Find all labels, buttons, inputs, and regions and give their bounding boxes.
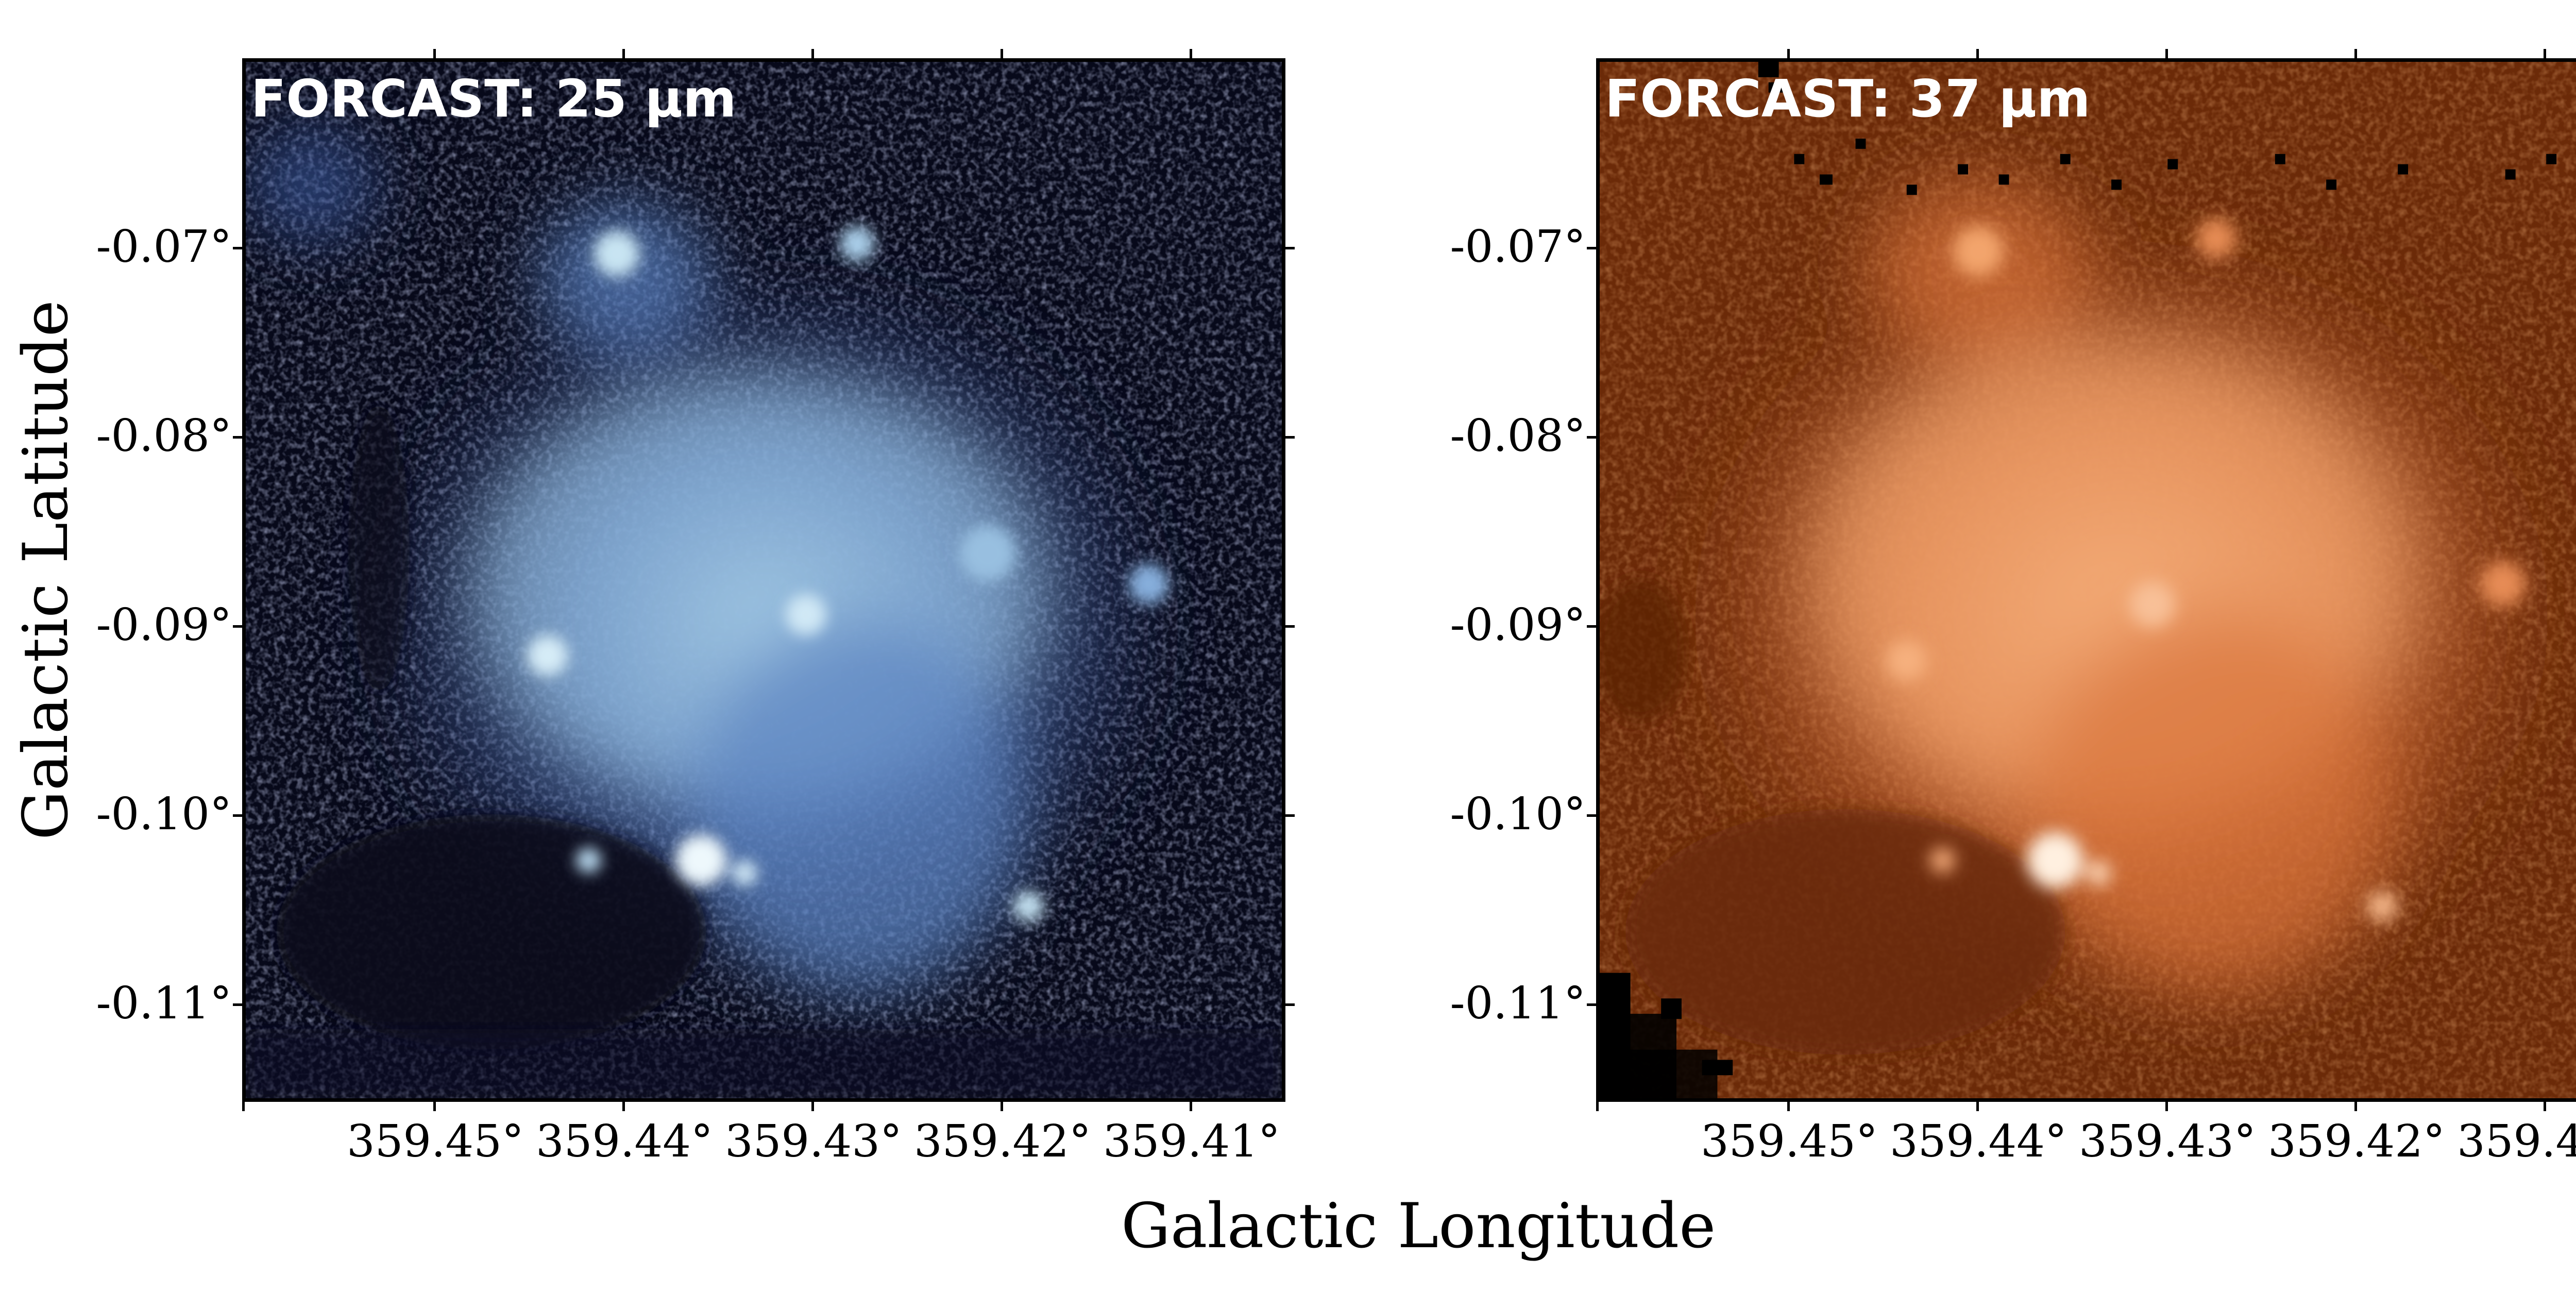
panel-25um-image: FORCAST: 25 μm [242,58,1285,1102]
x-tick-mark [2544,49,2546,58]
x-tick-mark [1001,1102,1003,1111]
y-tick-mark [233,436,242,439]
x-tick-mark [433,1102,436,1111]
x-tick-label: 359.41° [1103,1116,1280,1167]
y-axis-title: Galactic Latitude [10,300,82,840]
x-tick-mark [1787,1102,1790,1111]
x-tick-mark [622,1102,625,1111]
x-tick-label: 359.43° [725,1116,902,1167]
y-tick-mark [233,625,242,628]
x-tick-mark [242,1102,245,1111]
x-tick-label: 359.44° [536,1116,713,1167]
y-tick-mark [1587,814,1596,817]
y-tick-mark [1587,1003,1596,1006]
x-tick-mark [1596,1102,1599,1111]
x-tick-mark [1001,49,1003,58]
y-tick-label: -0.10° [1450,789,1586,840]
masked-pixels-top [1758,62,2557,195]
y-tick-mark [1285,247,1295,249]
y-tick-mark [1285,436,1295,439]
y-tick-label: -0.07° [1450,221,1586,273]
x-tick-mark [1787,49,1790,58]
x-tick-mark [1976,1102,1979,1111]
x-axis-title: Galactic Longitude [1121,1191,1716,1262]
x-tick-label: 359.42° [2268,1116,2445,1167]
x-tick-label: 359.45° [1701,1116,1878,1167]
y-tick-label: -0.10° [96,789,232,840]
x-tick-mark [2354,49,2357,58]
panel-title: FORCAST: 37 μm [1605,69,2091,129]
x-tick-mark [811,49,814,58]
x-tick-mark [433,49,436,58]
y-tick-mark [233,1003,242,1006]
panel-title: FORCAST: 25 μm [251,69,737,129]
y-tick-mark [1285,1003,1295,1006]
x-tick-mark [1190,49,1192,58]
x-tick-mark [2165,49,2168,58]
y-tick-mark [1285,814,1295,817]
x-tick-label: 359.44° [1890,1116,2067,1167]
x-tick-mark [2354,1102,2357,1111]
x-tick-mark [2165,1102,2168,1111]
y-tick-mark [1285,625,1295,628]
x-tick-mark [2544,1102,2546,1111]
masked-pixels-bottom-left [1600,973,1733,1098]
y-tick-label: -0.08° [96,410,232,462]
panel-37um-image: FORCAST: 37 μm [1596,58,2576,1102]
x-tick-label: 359.43° [2079,1116,2256,1167]
y-tick-mark [1587,247,1596,249]
emission-map-25um [246,62,1282,1098]
y-tick-label: -0.09° [96,599,232,651]
y-tick-label: -0.11° [96,978,232,1029]
emission-map-37um [1600,62,2576,1098]
x-tick-mark [1976,49,1979,58]
x-tick-mark [1190,1102,1192,1111]
y-tick-label: -0.07° [96,221,232,273]
y-tick-mark [233,814,242,817]
y-tick-label: -0.11° [1450,978,1586,1029]
x-tick-mark [811,1102,814,1111]
y-tick-mark [1587,625,1596,628]
y-tick-label: -0.09° [1450,599,1586,651]
y-tick-label: -0.08° [1450,410,1586,462]
x-tick-label: 359.45° [347,1116,524,1167]
x-tick-label: 359.42° [914,1116,1091,1167]
y-tick-mark [1587,436,1596,439]
x-tick-mark [622,49,625,58]
x-tick-label: 359.41° [2457,1116,2576,1167]
y-tick-mark [233,247,242,249]
